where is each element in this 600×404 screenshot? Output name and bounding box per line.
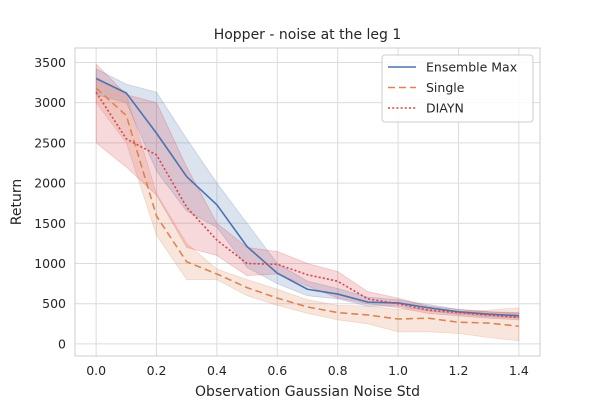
y-tick-label: 2000 — [34, 176, 66, 191]
y-tick-label: 0 — [58, 336, 66, 351]
x-axis-label: Observation Gaussian Noise Std — [195, 384, 420, 400]
x-tick-label: 0.4 — [207, 363, 227, 378]
y-tick-label: 1500 — [34, 216, 66, 231]
legend-label-single: Single — [426, 80, 465, 95]
y-tick-label: 3000 — [34, 95, 66, 110]
x-tick-label: 0.2 — [147, 363, 167, 378]
x-tick-label: 1.2 — [449, 363, 469, 378]
x-tick-label: 0.6 — [267, 363, 287, 378]
y-tick-label: 3500 — [34, 55, 66, 70]
y-tick-label: 2500 — [34, 135, 66, 150]
y-tick-label: 1000 — [34, 256, 66, 271]
legend-label-diayn: DIAYN — [426, 101, 464, 116]
x-tick-labels: 0.0 0.2 0.4 0.6 0.8 1.0 1.2 1.4 — [86, 363, 529, 378]
x-tick-label: 1.0 — [388, 363, 408, 378]
plot-frame — [74, 47, 541, 357]
legend-label-ensemble-max: Ensemble Max — [426, 60, 517, 75]
ensemble-max-band — [95, 68, 520, 319]
y-tick-labels: 0 500 1000 1500 2000 2500 3000 3500 — [34, 55, 66, 351]
x-tick-label: 0.8 — [328, 363, 348, 378]
chart-title: Hopper - noise at the leg 1 — [214, 27, 402, 43]
x-tick-label: 1.4 — [509, 363, 529, 378]
ensemble-max-line — [95, 77, 519, 317]
x-tick-label: 0.0 — [86, 363, 106, 378]
diayn-line — [95, 91, 519, 319]
y-tick-label: 500 — [42, 296, 66, 311]
legend-box — [381, 54, 534, 123]
legend: Ensemble Max Single DIAYN — [381, 54, 534, 123]
y-axis-label: Return — [9, 179, 25, 225]
series-lines — [95, 77, 519, 328]
single-band — [95, 76, 520, 342]
